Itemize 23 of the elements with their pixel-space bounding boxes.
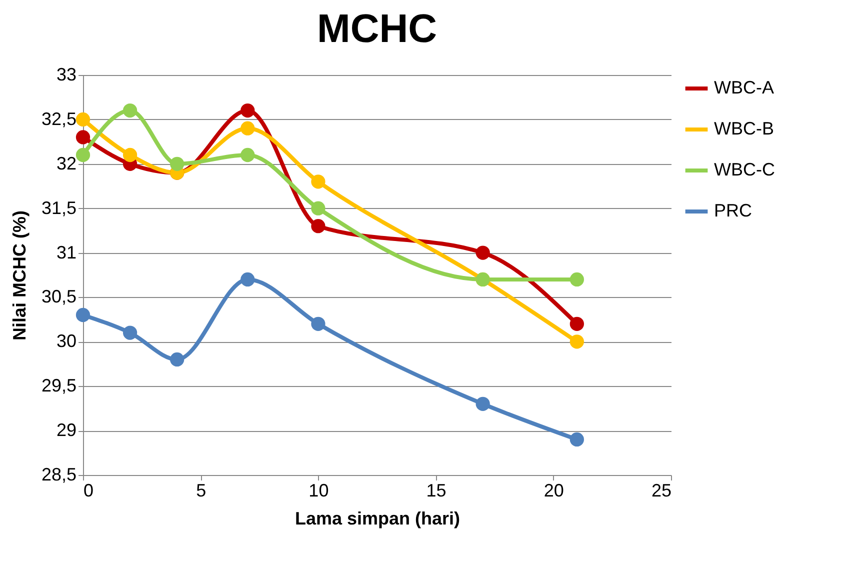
y-tick-label: 31,5 xyxy=(41,198,76,218)
y-tick-label: 28,5 xyxy=(41,464,76,484)
legend-label: WBC-B xyxy=(714,118,774,138)
x-axis-title: Lama simpan (hari) xyxy=(294,508,460,528)
y-axis-title: Nilai MCHC (%) xyxy=(9,210,30,340)
legend-label: WBC-A xyxy=(714,78,774,98)
x-tick-label: 15 xyxy=(426,480,446,500)
x-tick-label: 0 xyxy=(84,480,94,500)
chart-title: MCHC xyxy=(317,7,437,51)
x-tick-label: 20 xyxy=(544,480,564,500)
x-tick-label: 5 xyxy=(196,480,206,500)
y-tick-label: 30,5 xyxy=(41,286,76,307)
y-tick-label: 32 xyxy=(56,153,76,174)
x-tick-label: 10 xyxy=(308,480,329,500)
y-tick-label: 31 xyxy=(56,242,76,262)
legend-label: WBC-C xyxy=(714,160,775,180)
y-tick-label: 29,5 xyxy=(41,376,76,396)
y-tick-label: 33 xyxy=(56,64,76,84)
x-tick-label: 25 xyxy=(651,480,672,500)
legend-label: PRC xyxy=(714,200,752,220)
y-tick-label: 30 xyxy=(56,331,76,352)
y-tick-label: 29 xyxy=(56,420,76,440)
y-tick-label: 32,5 xyxy=(41,108,76,129)
